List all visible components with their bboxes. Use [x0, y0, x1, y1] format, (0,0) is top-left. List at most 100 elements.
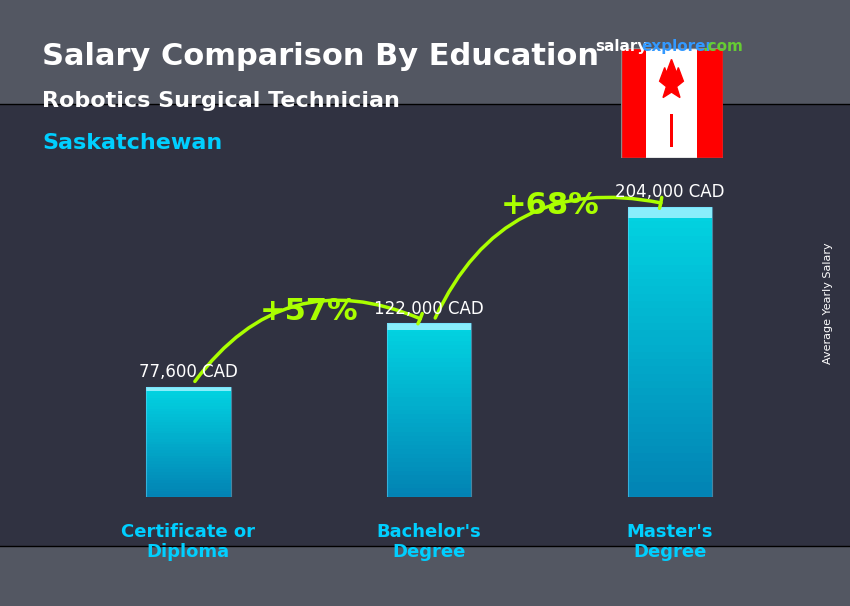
Bar [146, 461, 230, 464]
Bar [387, 415, 472, 419]
Text: 77,600 CAD: 77,600 CAD [139, 363, 238, 381]
Bar [146, 456, 230, 458]
Bar [628, 301, 712, 308]
Bar [628, 446, 712, 453]
Bar [628, 381, 712, 388]
Bar [646, 48, 697, 158]
Bar [628, 272, 712, 279]
Bar [387, 427, 472, 432]
Bar [387, 324, 472, 497]
Bar [628, 366, 712, 373]
Bar [146, 387, 230, 391]
Bar [387, 371, 472, 375]
Bar [146, 458, 230, 461]
Bar [146, 425, 230, 428]
Bar [146, 392, 230, 395]
Text: Salary Comparison By Education: Salary Comparison By Education [42, 42, 599, 72]
Bar [628, 279, 712, 287]
Bar [628, 352, 712, 359]
Text: salary: salary [595, 39, 648, 55]
Text: Robotics Surgical Technician: Robotics Surgical Technician [42, 91, 400, 111]
Bar [146, 464, 230, 467]
Bar [146, 486, 230, 488]
Bar [146, 494, 230, 497]
Bar [628, 330, 712, 338]
Bar [146, 488, 230, 491]
Bar [628, 221, 712, 228]
Bar [387, 354, 472, 358]
Bar [387, 462, 472, 467]
Bar [387, 380, 472, 384]
Bar [146, 422, 230, 425]
Bar [387, 401, 472, 406]
Bar [387, 328, 472, 332]
Bar [387, 419, 472, 423]
Bar [146, 467, 230, 469]
Bar [387, 436, 472, 441]
Bar [146, 483, 230, 486]
Bar [697, 48, 722, 158]
Bar [387, 432, 472, 436]
Bar [628, 345, 712, 352]
Bar [387, 475, 472, 479]
Bar [387, 423, 472, 427]
Bar [387, 324, 472, 330]
Bar [628, 287, 712, 294]
Bar [146, 431, 230, 433]
Bar [387, 362, 472, 367]
Bar [628, 236, 712, 243]
Bar [146, 428, 230, 431]
Bar [628, 410, 712, 417]
Bar [628, 490, 712, 497]
Bar [628, 417, 712, 424]
Bar [387, 336, 472, 341]
Bar [387, 471, 472, 475]
Bar [146, 417, 230, 419]
Text: explorer: explorer [642, 39, 714, 55]
Bar [387, 367, 472, 371]
Bar [628, 395, 712, 402]
Bar [628, 461, 712, 468]
Text: +57%: +57% [259, 298, 358, 326]
Bar [387, 397, 472, 401]
Bar [628, 388, 712, 395]
Bar [146, 450, 230, 453]
Bar [628, 207, 712, 218]
Bar [628, 338, 712, 345]
Text: Certificate or
Diploma: Certificate or Diploma [122, 522, 255, 561]
Bar [146, 453, 230, 456]
Bar [628, 482, 712, 490]
Bar [628, 424, 712, 431]
Bar [387, 493, 472, 497]
Bar [628, 402, 712, 410]
Bar [387, 406, 472, 410]
Bar [387, 479, 472, 484]
Bar [387, 484, 472, 488]
Bar [146, 433, 230, 436]
Bar [628, 475, 712, 482]
Bar [628, 468, 712, 475]
Bar [387, 358, 472, 362]
Bar [628, 228, 712, 236]
Bar [146, 414, 230, 417]
Bar [628, 431, 712, 439]
Bar [628, 359, 712, 366]
Bar [628, 207, 712, 214]
Bar [387, 375, 472, 380]
Text: 204,000 CAD: 204,000 CAD [615, 183, 725, 201]
Bar [387, 345, 472, 350]
Bar [628, 258, 712, 265]
Bar [628, 243, 712, 250]
Bar [146, 478, 230, 481]
Bar [387, 332, 472, 336]
Bar [670, 114, 673, 147]
Bar [628, 439, 712, 446]
Bar [387, 350, 472, 354]
FancyBboxPatch shape [0, 104, 850, 546]
Text: Average Yearly Salary: Average Yearly Salary [823, 242, 833, 364]
Bar [387, 449, 472, 453]
Bar [387, 341, 472, 345]
Bar [387, 441, 472, 445]
Bar [387, 453, 472, 458]
Text: .com: .com [702, 39, 743, 55]
